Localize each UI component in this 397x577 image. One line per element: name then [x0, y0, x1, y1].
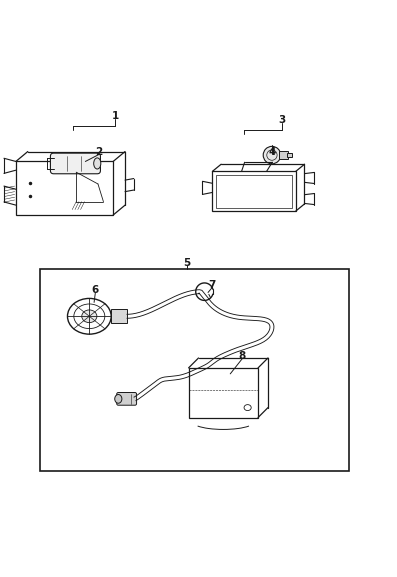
- Bar: [287, 153, 292, 158]
- Bar: [212, 171, 296, 211]
- Circle shape: [263, 147, 281, 164]
- Text: 6: 6: [92, 286, 99, 295]
- Bar: [216, 175, 292, 208]
- Bar: [189, 368, 258, 418]
- Text: 1: 1: [112, 111, 119, 121]
- Bar: [111, 309, 127, 324]
- Text: 5: 5: [183, 258, 190, 268]
- Text: 8: 8: [239, 351, 246, 361]
- Text: 2: 2: [96, 147, 103, 156]
- Ellipse shape: [115, 395, 122, 403]
- Ellipse shape: [82, 310, 97, 323]
- Text: 7: 7: [209, 279, 216, 290]
- Bar: [16, 162, 113, 215]
- FancyBboxPatch shape: [117, 392, 137, 405]
- Ellipse shape: [94, 158, 101, 169]
- Bar: [40, 269, 349, 471]
- FancyBboxPatch shape: [50, 153, 100, 174]
- Bar: [279, 151, 288, 159]
- Text: 4: 4: [268, 147, 276, 156]
- Text: 3: 3: [278, 115, 285, 125]
